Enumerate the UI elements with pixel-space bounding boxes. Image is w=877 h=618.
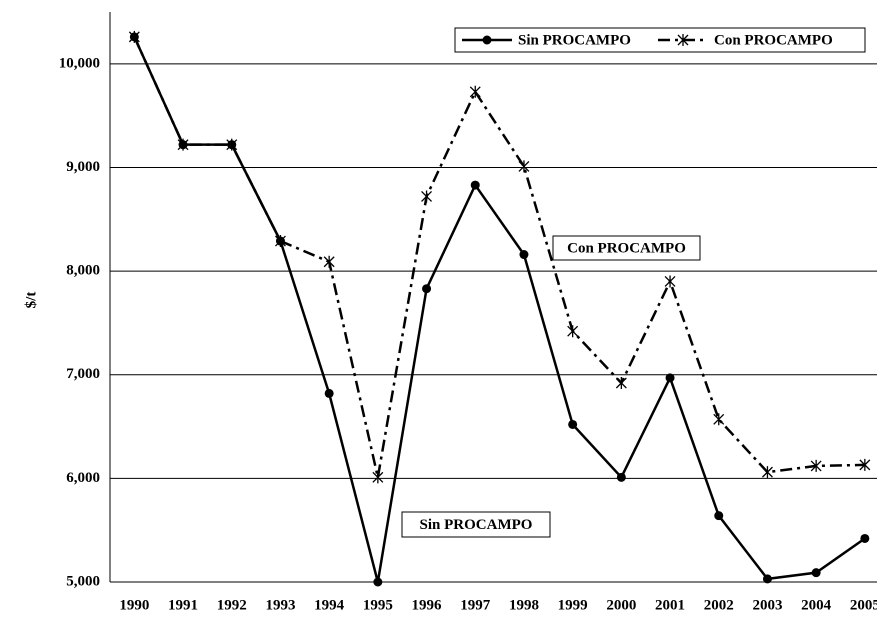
series-line: [133, 36, 865, 478]
y-tick-label: 9,000: [66, 159, 100, 175]
y-tick-label: 6,000: [66, 470, 100, 486]
annotation: Con PROCAMPO: [567, 240, 686, 256]
x-tick-label: 1992: [217, 597, 247, 613]
point: [615, 377, 627, 390]
point: [811, 568, 821, 578]
x-tick-label: 2005: [850, 597, 877, 613]
legend-label: Sin PROCAMPO: [518, 32, 631, 48]
x-tick-label: 1998: [509, 597, 539, 613]
series-line: [133, 36, 866, 583]
point: [810, 459, 822, 472]
point: [518, 160, 530, 173]
y-axis-title: $/t: [23, 292, 39, 309]
point: [469, 85, 481, 98]
point: [128, 30, 140, 43]
point: [226, 138, 238, 151]
y-tick-label: 8,000: [66, 263, 100, 279]
annotation: Sin PROCAMPO: [420, 517, 533, 533]
y-tick-label: 5,000: [66, 573, 100, 589]
annotation-box: [401, 511, 551, 538]
x-tick-label: 1990: [119, 597, 149, 613]
x-tick-label: 1991: [168, 597, 198, 613]
point: [714, 511, 724, 521]
point: [567, 325, 579, 338]
point: [177, 138, 189, 151]
point: [274, 235, 286, 248]
point: [761, 466, 773, 479]
point: [568, 419, 578, 429]
point: [470, 180, 480, 190]
point: [713, 413, 725, 426]
point: [373, 577, 383, 587]
point: [324, 388, 334, 398]
point: [323, 255, 335, 268]
point: [859, 458, 871, 471]
x-tick-label: 2004: [801, 597, 832, 613]
legend-label: Con PROCAMPO: [714, 32, 833, 48]
point: [665, 373, 675, 383]
x-tick-label: 1996: [412, 597, 443, 613]
x-tick-label: 1999: [558, 597, 588, 613]
y-tick-label: 7,000: [66, 366, 100, 382]
point: [860, 533, 870, 543]
x-tick-label: 2000: [606, 597, 636, 613]
annotation-box: [552, 235, 701, 261]
x-tick-label: 1993: [265, 597, 295, 613]
x-tick-label: 1997: [460, 597, 491, 613]
point: [762, 574, 772, 584]
y-tick-label: 10,000: [59, 55, 100, 71]
x-tick-label: 2002: [704, 597, 734, 613]
x-tick-label: 2001: [655, 597, 685, 613]
point: [519, 250, 529, 260]
point: [372, 471, 384, 484]
x-tick-label: 2003: [752, 597, 782, 613]
point: [616, 472, 626, 482]
x-tick-label: 1994: [314, 597, 345, 613]
point: [421, 190, 433, 203]
x-tick-label: 1995: [363, 597, 393, 613]
legend-marker: [677, 34, 689, 46]
legend-marker: [482, 35, 492, 45]
point: [664, 275, 676, 288]
point: [422, 284, 432, 294]
